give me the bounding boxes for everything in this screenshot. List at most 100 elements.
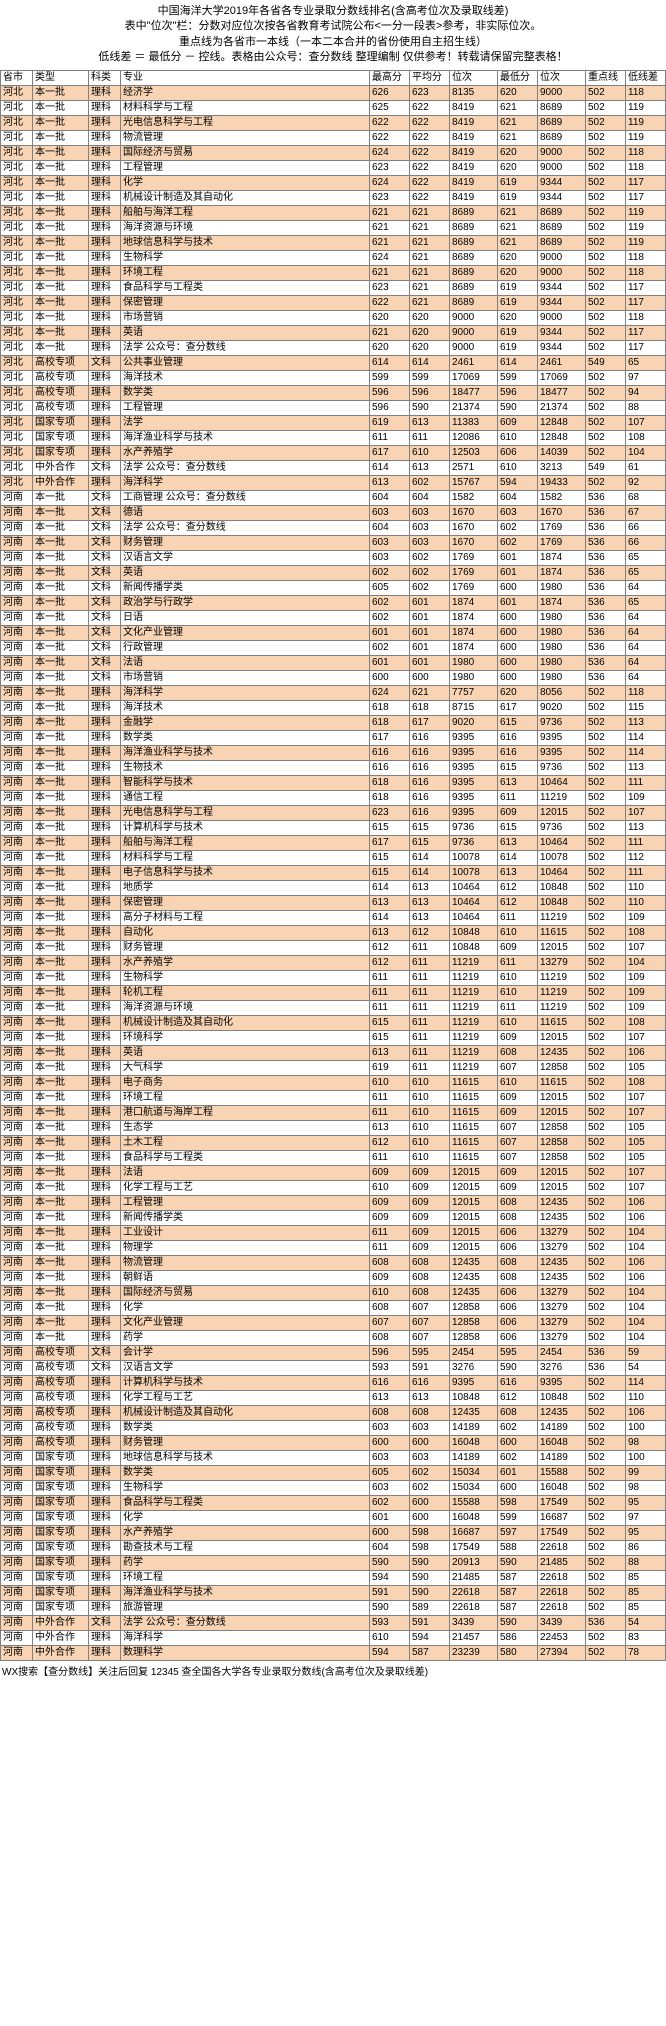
table-cell: 588 bbox=[498, 1540, 538, 1555]
table-row: 河南本一批理科物理学6116091201560613279502104 bbox=[1, 1240, 666, 1255]
table-cell: 13279 bbox=[538, 955, 586, 970]
table-cell: 609 bbox=[370, 1210, 410, 1225]
table-cell: 理科 bbox=[89, 970, 121, 985]
table-cell: 计算机科学与技术 bbox=[121, 1375, 370, 1390]
table-cell: 12015 bbox=[450, 1180, 498, 1195]
table-row: 河北本一批理科光电信息科学与工程62262284196218689502119 bbox=[1, 115, 666, 130]
table-cell: 本一批 bbox=[33, 1315, 89, 1330]
table-cell: 611 bbox=[498, 790, 538, 805]
table-cell: 608 bbox=[410, 1285, 450, 1300]
table-cell: 65 bbox=[626, 355, 666, 370]
table-cell: 法语 bbox=[121, 1165, 370, 1180]
table-cell: 11219 bbox=[450, 1000, 498, 1015]
table-cell: 623 bbox=[370, 160, 410, 175]
table-cell: 16048 bbox=[538, 1435, 586, 1450]
col-header: 专业 bbox=[121, 70, 370, 85]
table-cell: 河北 bbox=[1, 115, 33, 130]
table-cell: 9395 bbox=[450, 790, 498, 805]
table-cell: 本一批 bbox=[33, 130, 89, 145]
table-row: 河南本一批理科计算机科学与技术61561597366159736502113 bbox=[1, 820, 666, 835]
table-cell: 621 bbox=[410, 235, 450, 250]
table-cell: 117 bbox=[626, 175, 666, 190]
table-cell: 9395 bbox=[450, 730, 498, 745]
table-cell: 502 bbox=[586, 1450, 626, 1465]
table-cell: 113 bbox=[626, 820, 666, 835]
table-cell: 118 bbox=[626, 310, 666, 325]
table-cell: 615 bbox=[370, 1030, 410, 1045]
table-cell: 1582 bbox=[538, 490, 586, 505]
table-cell: 文科 bbox=[89, 535, 121, 550]
table-cell: 河南 bbox=[1, 970, 33, 985]
table-cell: 国家专项 bbox=[33, 445, 89, 460]
table-cell: 理科 bbox=[89, 445, 121, 460]
table-row: 河北本一批理科海洋资源与环境62162186896218689502119 bbox=[1, 220, 666, 235]
table-cell: 611 bbox=[410, 1060, 450, 1075]
table-cell: 理科 bbox=[89, 1465, 121, 1480]
col-header: 平均分 bbox=[410, 70, 450, 85]
table-cell: 622 bbox=[410, 100, 450, 115]
table-row: 河南本一批理科金融学61861790206159736502113 bbox=[1, 715, 666, 730]
table-cell: 502 bbox=[586, 1465, 626, 1480]
table-cell: 616 bbox=[410, 775, 450, 790]
table-cell: 54 bbox=[626, 1360, 666, 1375]
table-cell: 理科 bbox=[89, 295, 121, 310]
table-cell: 502 bbox=[586, 1000, 626, 1015]
table-cell: 64 bbox=[626, 580, 666, 595]
table-row: 河北本一批理科环境工程62162186896209000502118 bbox=[1, 265, 666, 280]
table-cell: 67 bbox=[626, 505, 666, 520]
table-cell: 108 bbox=[626, 1075, 666, 1090]
table-cell: 10464 bbox=[450, 910, 498, 925]
table-cell: 机械设计制造及其自动化 bbox=[121, 190, 370, 205]
table-cell: 17549 bbox=[450, 1540, 498, 1555]
table-cell: 英语 bbox=[121, 325, 370, 340]
table-row: 河南国家专项理科旅游管理590589226185872261850285 bbox=[1, 1600, 666, 1615]
table-cell: 616 bbox=[410, 745, 450, 760]
table-cell: 国际经济与贸易 bbox=[121, 1285, 370, 1300]
table-cell: 11383 bbox=[450, 415, 498, 430]
table-cell: 1980 bbox=[538, 670, 586, 685]
table-cell: 河南 bbox=[1, 1585, 33, 1600]
table-cell: 502 bbox=[586, 1315, 626, 1330]
table-cell: 613 bbox=[498, 865, 538, 880]
table-cell: 502 bbox=[586, 1195, 626, 1210]
table-cell: 9000 bbox=[450, 325, 498, 340]
table-cell: 502 bbox=[586, 1015, 626, 1030]
table-cell: 620 bbox=[498, 250, 538, 265]
table-cell: 9000 bbox=[538, 145, 586, 160]
table-row: 河南本一批文科法学 公众号：查分数线6046031670602176953666 bbox=[1, 520, 666, 535]
table-cell: 119 bbox=[626, 235, 666, 250]
table-cell: 601 bbox=[498, 1465, 538, 1480]
table-cell: 536 bbox=[586, 655, 626, 670]
table-cell: 理科 bbox=[89, 1135, 121, 1150]
table-cell: 河南 bbox=[1, 730, 33, 745]
table-cell: 理科 bbox=[89, 235, 121, 250]
table-cell: 621 bbox=[498, 100, 538, 115]
table-row: 河北本一批理科机械设计制造及其自动化6236228419619934450211… bbox=[1, 190, 666, 205]
table-cell: 105 bbox=[626, 1060, 666, 1075]
table-cell: 114 bbox=[626, 745, 666, 760]
table-cell: 9344 bbox=[538, 280, 586, 295]
table-cell: 国家专项 bbox=[33, 1495, 89, 1510]
table-cell: 10848 bbox=[450, 940, 498, 955]
table-cell: 政治学与行政学 bbox=[121, 595, 370, 610]
table-cell: 601 bbox=[370, 655, 410, 670]
table-cell: 河北 bbox=[1, 385, 33, 400]
table-cell: 9736 bbox=[538, 760, 586, 775]
table-cell: 河南 bbox=[1, 940, 33, 955]
table-cell: 610 bbox=[498, 925, 538, 940]
table-cell: 国家专项 bbox=[33, 1585, 89, 1600]
table-cell: 85 bbox=[626, 1585, 666, 1600]
table-cell: 536 bbox=[586, 1360, 626, 1375]
table-cell: 104 bbox=[626, 1285, 666, 1300]
table-cell: 601 bbox=[410, 625, 450, 640]
table-cell: 119 bbox=[626, 205, 666, 220]
table-cell: 本一批 bbox=[33, 505, 89, 520]
table-cell: 618 bbox=[410, 700, 450, 715]
table-cell: 河北 bbox=[1, 460, 33, 475]
table-cell: 502 bbox=[586, 400, 626, 415]
table-cell: 611 bbox=[370, 1000, 410, 1015]
table-cell: 河南 bbox=[1, 595, 33, 610]
table-cell: 8419 bbox=[450, 160, 498, 175]
table-cell: 502 bbox=[586, 1270, 626, 1285]
table-row: 河北本一批理科材料科学与工程62562284196218689502119 bbox=[1, 100, 666, 115]
